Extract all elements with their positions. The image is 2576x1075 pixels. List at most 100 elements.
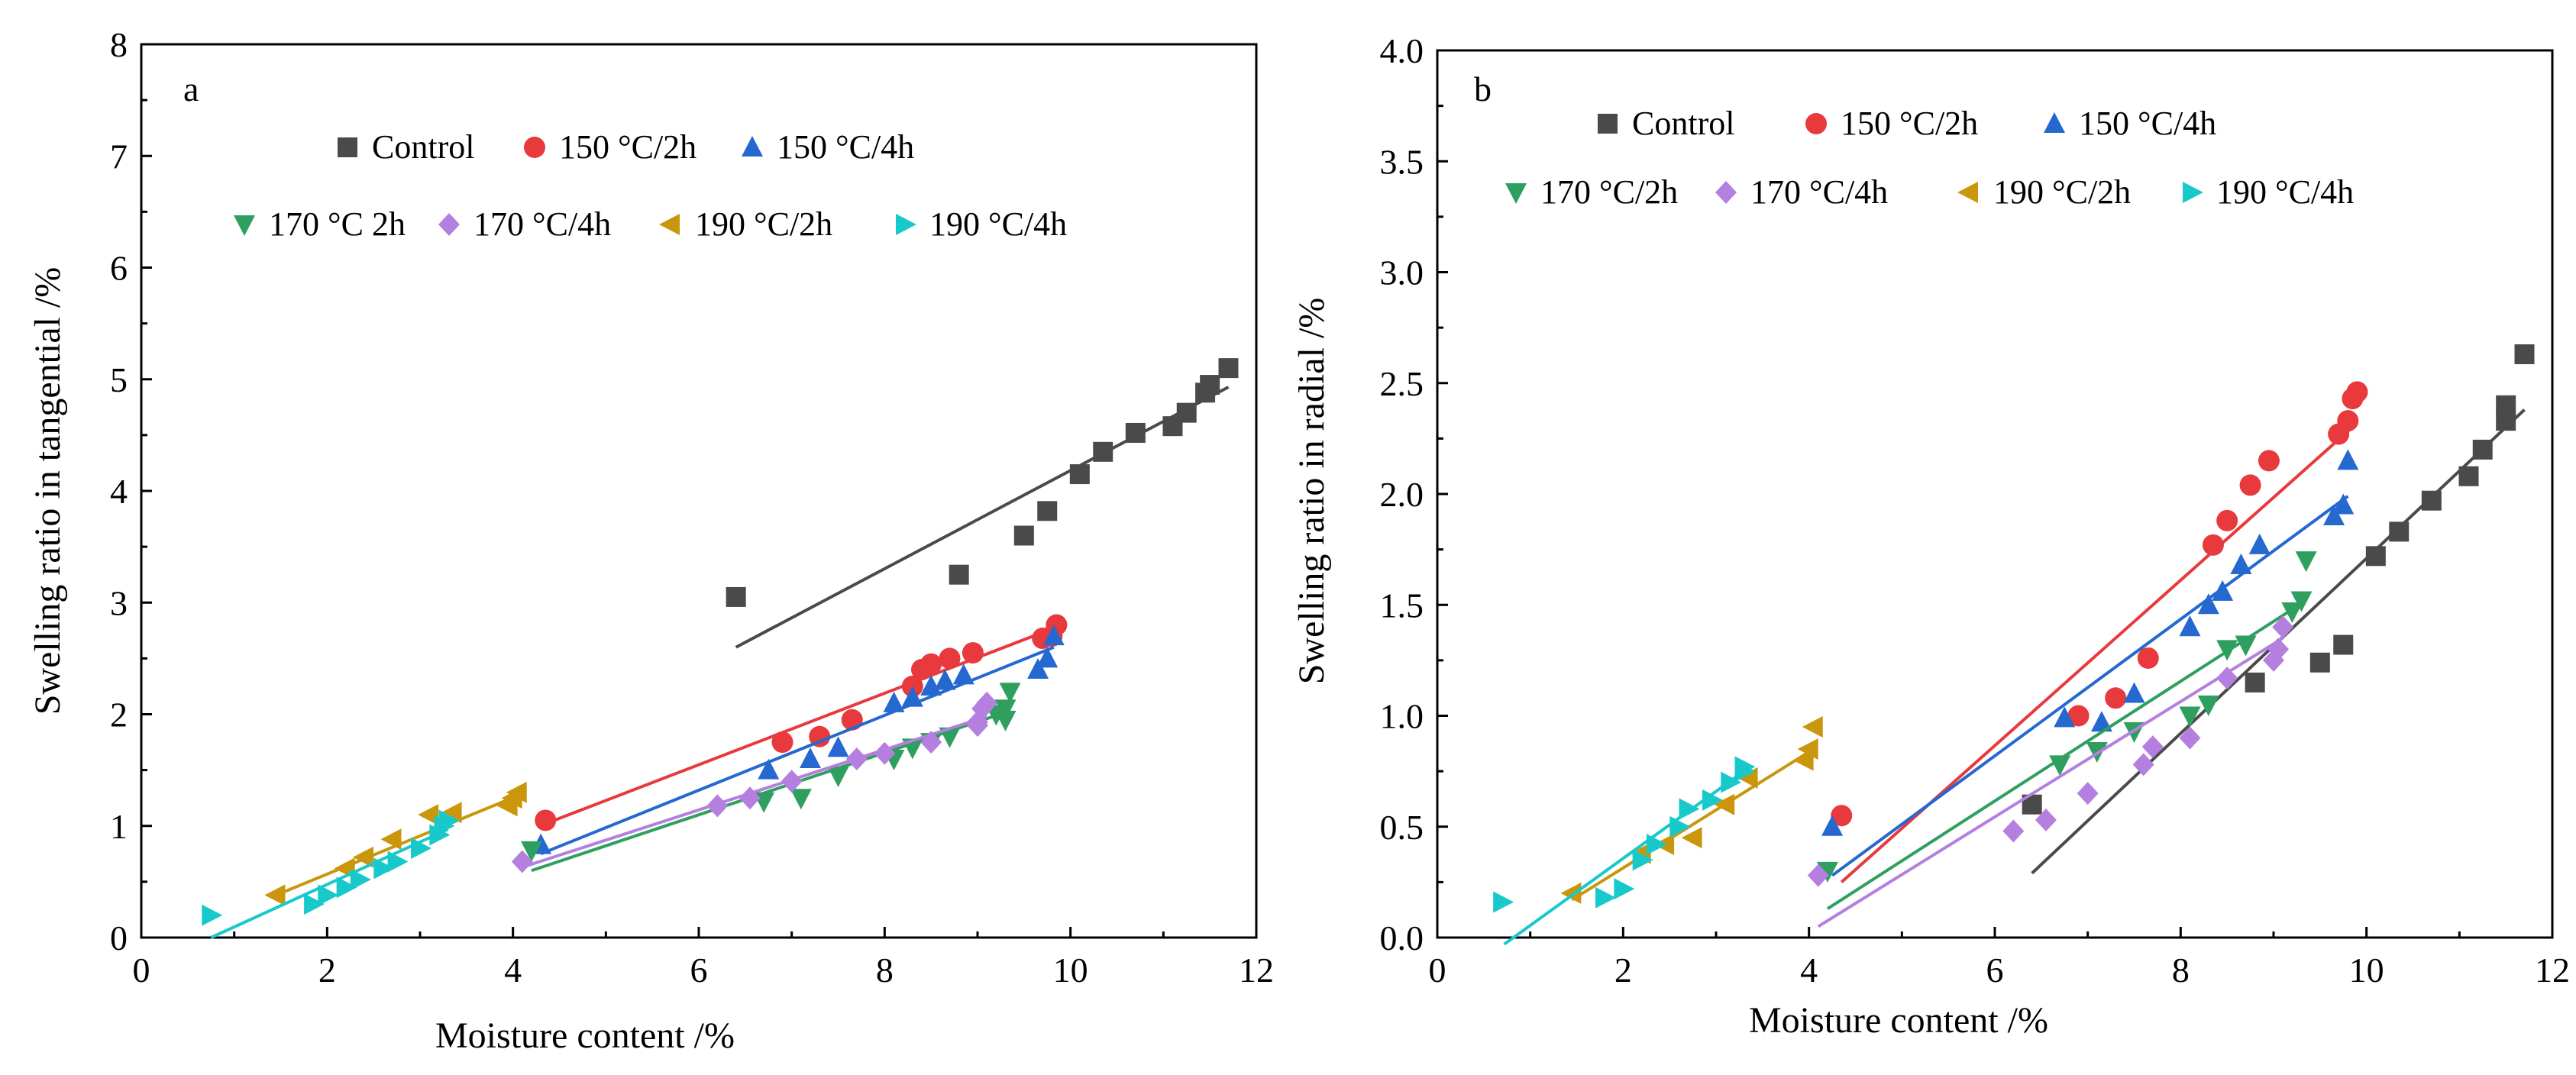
y-tick-label: 2.0 — [1380, 475, 1424, 514]
data-point-150-c-4h — [2323, 505, 2345, 526]
data-point-150-c-2h — [2105, 687, 2127, 709]
y-axis-title: Swelling ratio in radial /% — [1291, 298, 1332, 685]
legend-label: Control — [372, 128, 474, 166]
legend-marker — [1957, 182, 1978, 203]
data-point-170-c-2h — [827, 766, 849, 787]
data-point-190-c-2h — [418, 804, 439, 826]
fit-line-190-c-2h — [1571, 747, 1815, 902]
legend-label: 170 °C/4h — [1750, 173, 1888, 211]
data-point-170-c-4h — [2141, 735, 2164, 759]
legend-item-190-c-4h: 190 °C/4h — [2183, 173, 2354, 211]
x-tick-label: 0 — [1429, 951, 1446, 989]
data-point-control — [2514, 344, 2535, 364]
data-point-190-c-4h — [1614, 878, 1635, 900]
data-point-150-c-4h — [1821, 815, 1844, 836]
fit-line-control — [735, 386, 1230, 649]
y-tick-label: 4 — [110, 472, 128, 511]
data-point-150-c-2h — [939, 647, 961, 670]
legend-item-170-c-2h: 170 °C/2h — [1505, 173, 1678, 211]
data-point-170-c-4h — [706, 794, 729, 818]
data-point-control — [949, 564, 969, 585]
data-point-control — [1093, 441, 1113, 462]
y-tick-label: 8 — [110, 25, 128, 64]
data-point-control — [2421, 490, 2442, 511]
data-point-170-c-4h — [511, 850, 533, 873]
x-tick-label: 4 — [1800, 951, 1818, 989]
data-point-170-c-2h — [2049, 755, 2071, 776]
data-point-150-c-4h — [1042, 625, 1065, 646]
data-point-150-c-4h — [758, 758, 780, 780]
data-point-190-c-4h — [1669, 815, 1691, 838]
data-point-190-c-2h — [380, 828, 402, 851]
data-point-150-c-2h — [2258, 450, 2280, 472]
y-tick-label: 2.5 — [1380, 364, 1424, 403]
legend-label: 150 °C/2h — [1841, 105, 1978, 142]
data-point-170-c-2h — [939, 727, 961, 748]
data-point-150-c-4h — [1027, 658, 1049, 679]
legend-marker — [659, 214, 680, 235]
data-point-control — [2365, 546, 2386, 567]
data-point-190-c-4h — [1595, 886, 1616, 909]
data-point-150-c-2h — [2067, 705, 2090, 727]
data-point-150-c-4h — [2090, 711, 2112, 732]
y-tick-label: 0 — [110, 918, 128, 957]
data-point-150-c-4h — [2054, 706, 2076, 728]
data-point-150-c-4h — [827, 736, 849, 757]
data-point-190-c-4h — [1646, 833, 1667, 855]
data-point-150-c-2h — [920, 653, 942, 675]
legend-item-150-c-2h: 150 °C/2h — [1805, 105, 1978, 142]
data-point-170-c-2h — [994, 699, 1017, 721]
legend-marker — [338, 137, 357, 157]
legend-marker — [2183, 182, 2203, 203]
data-point-150-c-4h — [2332, 493, 2355, 515]
data-point-170-c-4h — [967, 714, 988, 738]
data-point-150-c-2h — [535, 809, 557, 831]
y-tick-label: 1.0 — [1380, 697, 1424, 736]
series-control — [726, 358, 1239, 649]
data-point-190-c-2h — [506, 781, 527, 803]
data-point-control — [1218, 358, 1239, 379]
legend-label: 190 °C/2h — [695, 205, 832, 243]
data-point-150-c-4h — [2230, 553, 2252, 574]
data-point-control — [2245, 672, 2265, 692]
legend-item-190-c-2h: 190 °C/2h — [659, 205, 832, 243]
data-point-190-c-4h — [336, 876, 357, 899]
series-170-c-4h — [1807, 615, 2294, 928]
data-point-170-c-4h — [2216, 667, 2238, 690]
data-point-190-c-4h — [1734, 756, 1756, 778]
data-point-170-c-2h — [2295, 551, 2317, 573]
legend-item-150-c-2h: 150 °C/2h — [524, 128, 697, 166]
legend: Control 150 °C/2h 150 °C/4h 170 °C/2h 170 °C… — [1505, 105, 2354, 211]
legend-marker — [2044, 112, 2065, 133]
data-point-150-c-4h — [2337, 449, 2359, 470]
y-tick-label: 7 — [110, 137, 128, 176]
data-point-170-c-4h — [2077, 782, 2099, 805]
data-point-150-c-4h — [901, 686, 923, 707]
legend-marker — [234, 215, 255, 236]
fit-line-170-c-4h — [1817, 637, 2284, 928]
data-point-150-c-4h — [2248, 533, 2271, 554]
series-170-c-2h — [1817, 551, 2317, 910]
data-point-170-c-4h — [2002, 819, 2025, 843]
data-point-control — [1125, 422, 1146, 443]
data-point-150-c-2h — [2216, 509, 2238, 531]
data-point-control — [2458, 466, 2479, 486]
data-point-170-c-2h — [2281, 602, 2303, 623]
x-axis-title: Moisture content /% — [1749, 1000, 2048, 1041]
legend-label: 190 °C/4h — [929, 205, 1067, 243]
plot-frame — [140, 43, 1258, 939]
panel-letter: b — [1474, 69, 1492, 108]
y-axis-title: Swelling ratio in tangential /% — [27, 267, 68, 715]
data-point-170-c-4h — [976, 691, 998, 715]
series-150-c-4h — [1821, 449, 2359, 877]
legend-item-150-c-4h: 150 °C/4h — [742, 128, 914, 166]
x-tick-label: 10 — [2349, 951, 2384, 989]
panel-letter: a — [183, 69, 199, 108]
x-tick-label: 8 — [2172, 951, 2190, 989]
data-point-190-c-2h — [264, 884, 286, 906]
legend-marker — [1505, 183, 1527, 204]
data-point-control — [1176, 402, 1197, 423]
y-tick-label: 1.5 — [1380, 586, 1424, 625]
legend-item-170-c-4h: 170 °C/4h — [1715, 173, 1888, 211]
data-point-150-c-2h — [809, 725, 831, 747]
